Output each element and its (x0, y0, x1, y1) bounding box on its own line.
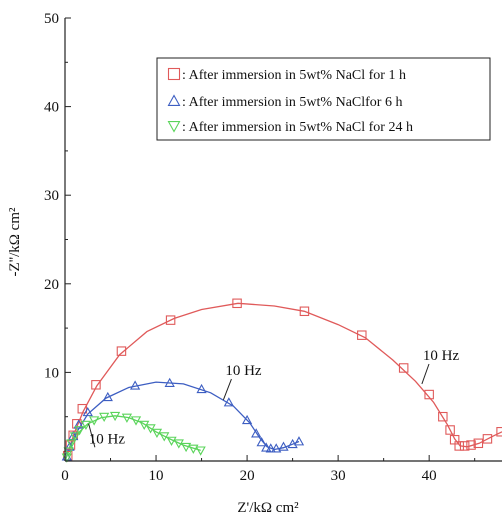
legend-label-6h: : After immersion in 5wt% NaClfor 6 h (182, 95, 402, 110)
data-point-24h (99, 412, 110, 423)
data-point-24h (159, 432, 170, 442)
x-ticks: 0 10 20 30 40 (61, 455, 476, 484)
y-axis-title: -Z''/kΩ cm² (7, 207, 23, 276)
annotation-leader (421, 363, 430, 385)
data-point-24h (109, 411, 121, 422)
data-point-1h (77, 403, 88, 414)
data-point-1h (454, 441, 464, 451)
legend-box (156, 57, 491, 141)
fit-lines (64, 302, 502, 462)
data-point-1h (438, 411, 448, 422)
data-point-1h (165, 315, 176, 325)
data-point-6h (271, 443, 282, 453)
data-point-1h (459, 441, 470, 451)
legend: : After immersion in 5wt% NaCl for 1 h :… (156, 57, 491, 141)
x-tick-label: 20 (240, 468, 255, 484)
legend-marker-6h (167, 94, 181, 106)
fit-line-6h (64, 381, 300, 462)
x-tick-label: 10 (149, 468, 164, 484)
legend-marker-24h (167, 121, 181, 133)
data-point-24h (195, 446, 206, 456)
fit-line-24h (64, 415, 201, 462)
data-point-1h (116, 346, 127, 356)
legend-label-1h: : After immersion in 5wt% NaCl for 1 h (182, 68, 406, 83)
data-point-6h (129, 380, 141, 390)
y-tick-label: 10 (44, 365, 59, 381)
data-point-6h (287, 438, 298, 449)
data-point-1h (91, 380, 101, 390)
data-point-6h (241, 414, 253, 425)
y-tick-label: 40 (44, 100, 59, 116)
data-point-24h (63, 447, 74, 457)
data-point-6h (293, 436, 305, 446)
data-point-24h (121, 413, 133, 423)
data-point-1h (357, 330, 367, 340)
fit-line-1h (64, 302, 502, 462)
annotation-10hz: 10 Hz (89, 431, 126, 447)
data-point-6h (256, 437, 267, 447)
data-point-1h (65, 440, 76, 450)
data-point-24h (66, 439, 77, 449)
data-point-6h (251, 428, 262, 438)
data-point-1h (445, 425, 455, 435)
data-point-24h (74, 426, 85, 436)
data-point-24h (188, 444, 199, 454)
data-point-24h (80, 420, 92, 431)
data-point-1h (466, 440, 476, 450)
data-point-24h (130, 416, 142, 426)
data-point-6h (265, 443, 276, 453)
y-tick-label: 30 (44, 188, 59, 204)
annotation-10hz: 10 Hz (225, 363, 262, 379)
annotation-leader (222, 378, 232, 401)
data-point-1h (496, 427, 502, 437)
y-tick-label: 20 (44, 277, 59, 293)
x-axis-title: Z'/kΩ cm² (237, 500, 299, 516)
data-point-6h (164, 377, 175, 387)
data-point-1h (398, 363, 409, 373)
data-point-1h (482, 434, 493, 444)
data-point-24h (88, 416, 100, 426)
data-points (61, 298, 502, 463)
x-tick-label: 40 (422, 468, 437, 484)
y-tick-label: 50 (44, 11, 59, 27)
data-point-1h (232, 298, 242, 309)
data-point-24h (69, 432, 81, 442)
data-point-24h (166, 436, 177, 446)
x-tick-label: 30 (331, 468, 346, 484)
data-point-1h (424, 389, 434, 400)
data-point-1h (473, 438, 484, 449)
legend-marker-1h (167, 67, 181, 81)
data-point-24h (151, 428, 163, 438)
data-point-6h (82, 406, 93, 417)
data-point-6h (278, 441, 289, 451)
data-point-6h (196, 383, 207, 394)
data-point-24h (180, 442, 192, 453)
data-point-6h (261, 442, 272, 452)
legend-label-24h: : After immersion in 5wt% NaCl for 24 h (182, 120, 413, 135)
data-point-6h (223, 397, 235, 407)
data-point-24h (145, 424, 156, 434)
data-point-24h (173, 439, 184, 449)
data-point-6h (73, 419, 84, 429)
x-tick-label: 0 (61, 468, 69, 484)
data-point-1h (299, 306, 310, 317)
annotation-leader (88, 423, 96, 448)
y-ticks: 10 20 30 40 50 (44, 11, 71, 418)
annotation-10hz: 10 Hz (423, 348, 460, 364)
data-point-6h (102, 391, 113, 402)
annotations: 10 Hz 10 Hz 10 Hz (88, 348, 460, 448)
